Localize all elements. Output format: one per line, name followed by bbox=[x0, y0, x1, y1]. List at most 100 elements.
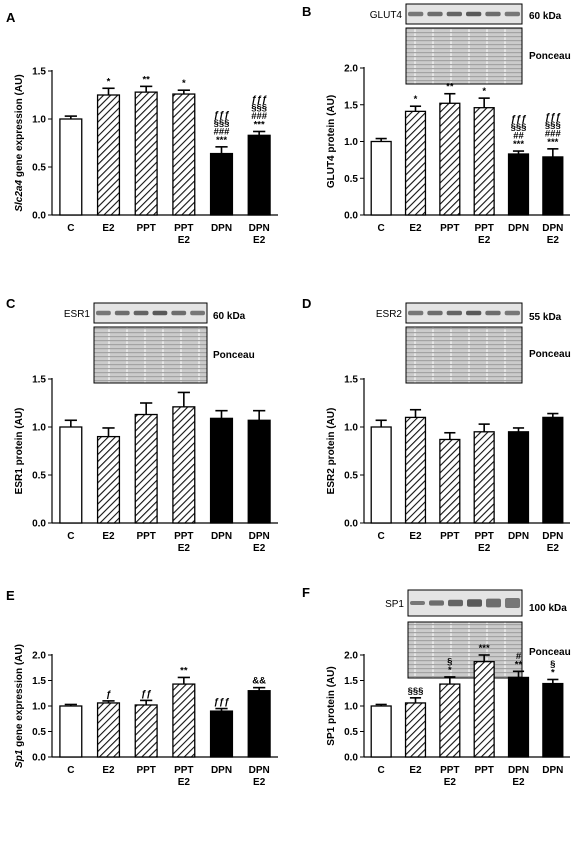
y-axis-label-text: gene expression (AU) bbox=[14, 74, 25, 180]
bar bbox=[247, 134, 271, 216]
x-tick-label: E2 bbox=[253, 235, 266, 246]
protein-band bbox=[96, 310, 111, 316]
y-axis-label: Slc2a4 gene expression (AU) bbox=[14, 74, 25, 211]
western-blot: ESR1 60 kDa Ponceau bbox=[64, 302, 255, 384]
x-tick-label: E2 bbox=[409, 531, 422, 542]
panel-a: A 0.0 0.5 1.0 1.5 Slc2a4 gene expression (AU)… bbox=[6, 10, 278, 246]
y-tick-label: 1.0 bbox=[344, 423, 358, 434]
western-blot: SP1 100 kDa Ponceau bbox=[385, 589, 571, 679]
significance-marker: ƒƒƒ bbox=[214, 697, 231, 708]
protein-band bbox=[466, 11, 482, 17]
x-tick-label: E2 bbox=[547, 235, 560, 246]
y-tick-label: 0.0 bbox=[344, 753, 358, 764]
blot-strip bbox=[407, 589, 523, 617]
y-tick-label: 1.5 bbox=[344, 100, 358, 111]
significance-marker: §§§ bbox=[214, 118, 230, 129]
bar bbox=[542, 416, 564, 524]
western-blot: ESR2 55 kDa Ponceau bbox=[376, 302, 571, 384]
y-tick-label: 1.0 bbox=[344, 137, 358, 148]
bar bbox=[370, 426, 392, 524]
blot-protein-label: ESR2 bbox=[376, 309, 403, 320]
x-tick-label: PPT bbox=[474, 531, 493, 542]
x-tick-label: DPN bbox=[508, 223, 529, 234]
bar bbox=[370, 140, 392, 216]
significance-marker: * bbox=[482, 86, 486, 97]
x-tick-label: PPT bbox=[440, 765, 459, 776]
bar bbox=[247, 690, 271, 758]
significance-marker: ## bbox=[513, 131, 524, 142]
bar bbox=[59, 118, 83, 216]
y-axis-label-text: ESR2 protein (AU) bbox=[326, 408, 337, 495]
bar bbox=[96, 94, 121, 216]
bar bbox=[172, 93, 196, 216]
y-axis-label-text: ESR1 protein (AU) bbox=[14, 408, 25, 495]
y-tick-label: 0.0 bbox=[32, 211, 46, 222]
bar bbox=[209, 152, 234, 216]
x-tick-label: E2 bbox=[253, 543, 266, 554]
x-tick-label: E2 bbox=[102, 531, 115, 542]
panel-letter: B bbox=[302, 4, 311, 19]
y-tick-label: 1.0 bbox=[32, 115, 46, 126]
protein-band bbox=[190, 310, 205, 316]
significance-marker: *** bbox=[216, 135, 227, 146]
ponceau-label: Ponceau bbox=[213, 350, 255, 361]
blot-kda-label: 60 kDa bbox=[213, 311, 246, 322]
panel-letter: F bbox=[302, 585, 310, 600]
y-tick-label: 1.5 bbox=[344, 676, 358, 687]
y-tick-label: 2.0 bbox=[344, 64, 358, 75]
y-tick-label: 1.0 bbox=[32, 702, 46, 713]
protein-band bbox=[152, 310, 168, 316]
ponceau-label: Ponceau bbox=[529, 647, 571, 658]
significance-marker: *** bbox=[254, 119, 265, 130]
panel-b: B GLUT4 60 kDa Ponceau 0.0 0.5 1.0 1.5 2.0 GLUT4 … bbox=[302, 3, 571, 246]
x-tick-label: E2 bbox=[178, 235, 191, 246]
blot-kda-label: 60 kDa bbox=[529, 11, 562, 22]
protein-band bbox=[448, 599, 463, 607]
blot-strip bbox=[405, 3, 523, 25]
protein-band bbox=[485, 310, 501, 316]
significance-marker: ** bbox=[180, 665, 188, 676]
panel-letter: C bbox=[6, 296, 16, 311]
panel-letter: A bbox=[6, 10, 16, 25]
y-tick-label: 2.0 bbox=[32, 651, 46, 662]
x-tick-label: DPN bbox=[249, 223, 270, 234]
significance-marker: *** bbox=[513, 139, 524, 150]
significance-marker: * bbox=[414, 94, 418, 105]
x-tick-label: DPN bbox=[249, 765, 270, 776]
blot-kda-label: 55 kDa bbox=[529, 312, 562, 323]
bar bbox=[507, 676, 530, 758]
protein-band bbox=[486, 598, 501, 608]
bar bbox=[209, 417, 234, 524]
bar bbox=[96, 702, 121, 758]
x-tick-label: PPT bbox=[440, 531, 459, 542]
panel-c: C ESR1 60 kDa Ponceau 0.0 0.5 1.0 1.5 ESR1 prote… bbox=[6, 296, 278, 554]
bar bbox=[473, 660, 495, 758]
significance-marker: §§§ bbox=[251, 102, 267, 113]
x-tick-label: C bbox=[378, 765, 385, 776]
bar bbox=[507, 153, 530, 216]
protein-band bbox=[505, 598, 520, 608]
bar bbox=[59, 426, 83, 524]
ponceau-stain bbox=[93, 326, 208, 384]
protein-band bbox=[410, 601, 425, 605]
y-tick-label: 1.5 bbox=[32, 375, 46, 386]
significance-marker: ƒƒƒ bbox=[545, 111, 562, 122]
protein-band bbox=[446, 11, 462, 17]
bar bbox=[507, 431, 530, 524]
bar bbox=[370, 705, 392, 758]
y-tick-label: 0.5 bbox=[344, 471, 358, 482]
protein-band bbox=[408, 11, 424, 17]
y-tick-label: 2.0 bbox=[344, 651, 358, 662]
x-tick-label: DPN bbox=[542, 223, 563, 234]
y-tick-label: 1.5 bbox=[32, 67, 46, 78]
y-tick-label: 1.5 bbox=[344, 375, 358, 386]
protein-band bbox=[427, 11, 443, 17]
x-tick-label: C bbox=[67, 765, 74, 776]
x-tick-label: E2 bbox=[102, 765, 115, 776]
y-axis-label-text: SP1 protein (AU) bbox=[326, 666, 337, 745]
significance-marker: ƒ bbox=[106, 689, 112, 700]
significance-marker: ** bbox=[515, 659, 523, 670]
x-tick-label: DPN bbox=[249, 531, 270, 542]
x-tick-label: C bbox=[67, 223, 74, 234]
panel-e: E 0.0 0.5 1.0 1.5 2.0 Sp1 gene expression (AU)… bbox=[6, 588, 278, 788]
